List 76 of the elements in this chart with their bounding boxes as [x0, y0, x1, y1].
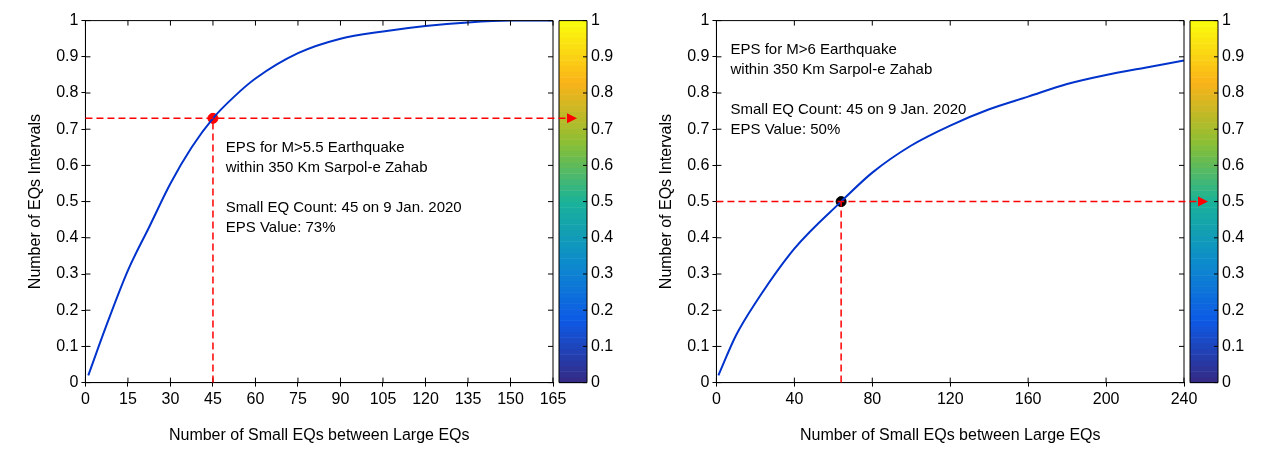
- x-tick-label: 120: [412, 389, 439, 407]
- annotation: EPS for M>6 Earthquake: [730, 39, 897, 57]
- annotation: Small EQ Count: 45 on 9 Jan. 2020: [225, 197, 462, 215]
- y-tick-label: 0.7: [687, 119, 710, 137]
- color-bar-label: 0.2: [1222, 300, 1245, 318]
- y-tick-label: 0.6: [687, 155, 710, 173]
- color-bar-label: 0.8: [1222, 83, 1245, 101]
- x-tick-label: 200: [1092, 389, 1120, 407]
- x-tick-label: 105: [369, 389, 397, 407]
- y-tick-label: 0.7: [56, 119, 79, 137]
- annotation: within 350 Km Sarpol-e Zahab: [729, 59, 933, 77]
- y-tick-label: 0.8: [687, 83, 710, 101]
- x-axis-title: Number of Small EQs between Large EQs: [168, 425, 470, 443]
- y-tick-label: 1: [69, 11, 79, 29]
- line-series: [717, 59, 1184, 377]
- x-tick-label: 90: [331, 389, 350, 407]
- color-bar-label: 1: [1222, 11, 1231, 29]
- y-tick-label: 0: [69, 373, 79, 391]
- color-bar-label: 0.4: [1222, 228, 1245, 246]
- color-bar-label: 0.9: [591, 47, 614, 65]
- x-tick-label: 80: [863, 389, 882, 407]
- color-bar-label: 0.3: [1222, 264, 1245, 282]
- y-tick-label: 0.2: [687, 300, 710, 318]
- color-bar-label: 0.7: [591, 119, 614, 137]
- annotation: EPS Value: 50%: [730, 119, 841, 137]
- x-tick-label: 150: [497, 389, 524, 407]
- y-tick-label: 0.1: [687, 336, 710, 354]
- y-tick-label: 0.4: [687, 228, 710, 246]
- annotation: Small EQ Count: 45 on 9 Jan. 2020: [730, 99, 967, 117]
- y-tick-label: 0: [700, 373, 710, 391]
- color-bar-label: 0.6: [1222, 155, 1245, 173]
- y-tick-label: 1: [700, 11, 710, 29]
- annotation: EPS for M>5.5 Earthquake: [225, 137, 405, 155]
- x-tick-label: 30: [161, 389, 180, 407]
- y-tick-label: 0.2: [56, 300, 79, 318]
- color-bar-label: 0.3: [591, 264, 614, 282]
- x-tick-label: 15: [119, 389, 137, 407]
- color-bar-label: 0.2: [591, 300, 614, 318]
- x-tick-label: 60: [246, 389, 265, 407]
- x-tick-label: 0: [80, 389, 90, 407]
- y-tick-label: 0.9: [687, 47, 710, 65]
- x-tick-label: 40: [785, 389, 804, 407]
- y-tick-label: 0.9: [56, 47, 79, 65]
- color-bar-label: 0.1: [1222, 336, 1245, 354]
- x-axis-title: Number of Small EQs between Large EQs: [799, 425, 1101, 443]
- annotation: within 350 Km Sarpol-e Zahab: [224, 157, 428, 175]
- color-bar-label: 0: [1222, 373, 1231, 391]
- y-tick-label: 0.5: [687, 192, 710, 210]
- color-bar-label: 0.1: [591, 336, 614, 354]
- color-bar-label: 0.5: [591, 192, 614, 210]
- annotation: EPS Value: 73%: [225, 217, 336, 235]
- x-tick-label: 160: [1014, 389, 1042, 407]
- y-tick-label: 0.3: [687, 264, 710, 282]
- color-bar-label: 0.5: [1222, 192, 1245, 210]
- x-tick-label: 75: [289, 389, 307, 407]
- x-tick-label: 0: [711, 389, 721, 407]
- y-tick-label: 0.1: [56, 336, 79, 354]
- color-bar-label: 0.6: [591, 155, 614, 173]
- y-tick-label: 0.8: [56, 83, 79, 101]
- x-tick-label: 165: [539, 389, 567, 407]
- y-tick-label: 0.5: [56, 192, 79, 210]
- y-tick-label: 0.4: [56, 228, 79, 246]
- x-tick-label: 240: [1170, 389, 1198, 407]
- y-axis-title: Number of EQs Intervals: [657, 114, 675, 290]
- x-tick-label: 45: [204, 389, 222, 407]
- color-bar-label: 1: [591, 11, 600, 29]
- color-bar-label: 0.8: [591, 83, 614, 101]
- y-tick-label: 0.3: [56, 264, 79, 282]
- x-tick-label: 120: [936, 389, 964, 407]
- y-axis-title: Number of EQs Intervals: [26, 114, 44, 290]
- color-bar-label: 0.9: [1222, 47, 1245, 65]
- color-bar-label: 0.4: [591, 228, 614, 246]
- color-bar-label: 0: [591, 373, 600, 391]
- x-tick-label: 135: [454, 389, 482, 407]
- y-tick-label: 0.6: [56, 155, 79, 173]
- color-bar-label: 0.7: [1222, 119, 1245, 137]
